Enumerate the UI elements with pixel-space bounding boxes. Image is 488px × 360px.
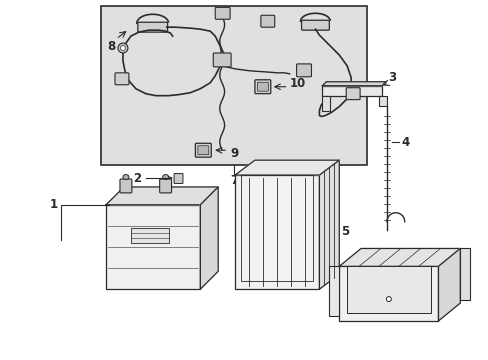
FancyBboxPatch shape	[215, 7, 230, 19]
Text: 6: 6	[461, 288, 469, 301]
Ellipse shape	[163, 175, 168, 180]
Bar	[241, 175, 313, 281]
Polygon shape	[319, 160, 339, 289]
Bar	[346, 266, 429, 313]
Polygon shape	[339, 248, 459, 266]
Text: 7: 7	[229, 174, 238, 186]
Bar	[322, 96, 330, 111]
Bar	[328, 266, 339, 316]
Bar	[378, 96, 386, 105]
Polygon shape	[106, 187, 218, 205]
Bar	[339, 266, 438, 321]
Text: 8: 8	[107, 40, 115, 53]
FancyBboxPatch shape	[301, 20, 328, 30]
FancyBboxPatch shape	[120, 179, 132, 193]
Polygon shape	[438, 248, 459, 321]
FancyBboxPatch shape	[198, 146, 208, 155]
Polygon shape	[200, 187, 218, 289]
Ellipse shape	[120, 46, 125, 50]
Bar	[459, 248, 469, 300]
FancyBboxPatch shape	[138, 22, 167, 32]
Text: 2: 2	[133, 171, 141, 185]
FancyBboxPatch shape	[115, 73, 129, 85]
FancyBboxPatch shape	[254, 80, 270, 94]
Text: 1: 1	[49, 198, 58, 211]
Text: 9: 9	[230, 147, 238, 160]
Text: 3: 3	[387, 71, 395, 84]
FancyBboxPatch shape	[346, 88, 359, 100]
FancyBboxPatch shape	[257, 82, 268, 91]
FancyBboxPatch shape	[260, 15, 274, 27]
Bar	[106, 205, 200, 289]
Text: 10: 10	[289, 77, 305, 90]
FancyBboxPatch shape	[322, 86, 381, 96]
Bar	[101, 6, 366, 165]
Bar	[235, 175, 319, 289]
FancyBboxPatch shape	[160, 179, 171, 193]
Ellipse shape	[118, 43, 128, 53]
FancyBboxPatch shape	[296, 64, 311, 77]
Ellipse shape	[386, 297, 390, 302]
Ellipse shape	[122, 175, 129, 180]
Text: 5: 5	[341, 225, 349, 238]
FancyBboxPatch shape	[195, 143, 211, 157]
Polygon shape	[235, 160, 339, 175]
FancyBboxPatch shape	[174, 174, 183, 184]
Polygon shape	[322, 82, 385, 86]
Text: 4: 4	[401, 136, 409, 149]
FancyBboxPatch shape	[213, 53, 231, 67]
Bar	[131, 228, 168, 243]
